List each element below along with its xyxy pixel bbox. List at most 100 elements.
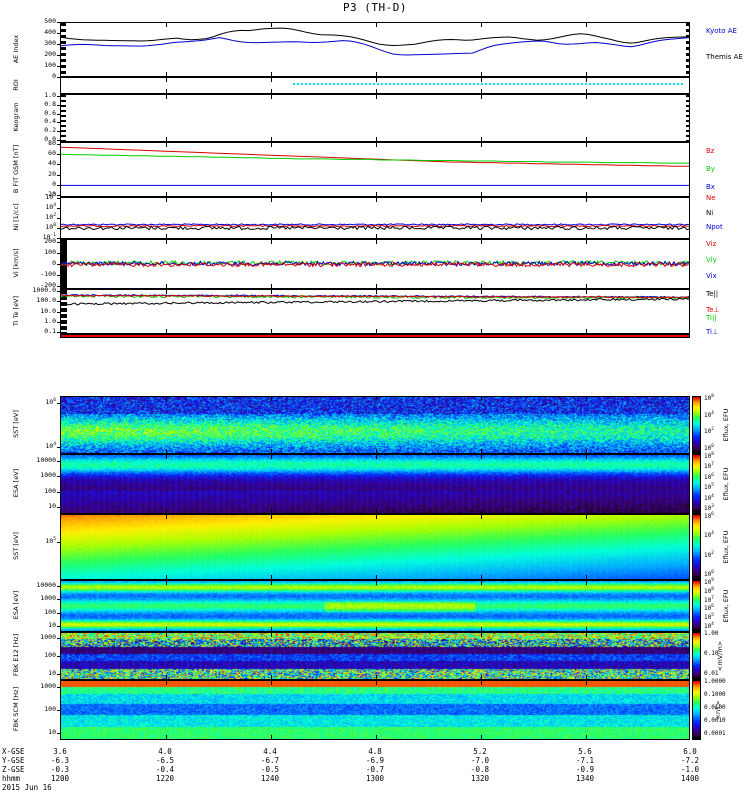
y-tick-mark bbox=[57, 66, 61, 67]
axis-tick bbox=[271, 735, 272, 739]
axis-tick bbox=[166, 89, 167, 93]
spectrogram-canvas bbox=[61, 681, 689, 739]
y-tick-label: 10000 bbox=[36, 456, 56, 465]
y-tick-label: 60 bbox=[48, 149, 56, 158]
panel-sst-ion-energy bbox=[60, 396, 690, 454]
y-tick-label: 0.0 bbox=[44, 135, 56, 143]
xaxis-tick-value: 1300 bbox=[365, 774, 385, 783]
y-tick-mark bbox=[57, 242, 61, 243]
axis-tick bbox=[586, 23, 587, 27]
colorbar-tick-label: 0.0100 bbox=[704, 704, 726, 711]
ylabel-keogram: Keogram bbox=[12, 102, 20, 132]
axis-tick bbox=[166, 78, 167, 82]
y-tick-label: 1000 bbox=[40, 682, 56, 691]
axis-tick bbox=[271, 581, 272, 585]
panel-fbk-e12 bbox=[60, 632, 690, 680]
axis-tick bbox=[376, 329, 377, 333]
axis-tick bbox=[586, 449, 587, 453]
y-tick-mark bbox=[57, 164, 61, 166]
axis-tick bbox=[271, 633, 272, 637]
axis-tick bbox=[271, 509, 272, 513]
axis-tick bbox=[166, 198, 167, 202]
xaxis-date: 2015 Jun 16 bbox=[2, 783, 52, 792]
axis-tick bbox=[376, 449, 377, 453]
colorbar-tick-label: 107 bbox=[704, 462, 714, 471]
colorbar-esa-electron-energy bbox=[692, 580, 701, 632]
xaxis-tick-value: 1220 bbox=[155, 774, 175, 783]
y-tick-mark bbox=[57, 33, 61, 34]
y-tick-label: 100 bbox=[44, 248, 56, 256]
axis-tick bbox=[166, 575, 167, 579]
axis-tick bbox=[586, 735, 587, 739]
axis-tick bbox=[481, 735, 482, 739]
axis-tick bbox=[271, 515, 272, 519]
axis-tick bbox=[586, 581, 587, 585]
axis-tick bbox=[166, 455, 167, 459]
axis-tick bbox=[166, 284, 167, 288]
xaxis-tick-value: 5.6 bbox=[578, 747, 592, 756]
colorbar-tick-label: 106 bbox=[704, 472, 714, 481]
axis-tick bbox=[271, 198, 272, 202]
ni-lines bbox=[61, 223, 689, 231]
colorbar-tick-label: 0.10 bbox=[704, 650, 719, 657]
colorbar-sst-ion-energy bbox=[692, 396, 701, 454]
axis-tick bbox=[166, 143, 167, 147]
spectrogram-image bbox=[61, 633, 689, 679]
xaxis-tick-value: -6.3 bbox=[50, 756, 70, 765]
y-tick-mark bbox=[57, 332, 61, 333]
axis-tick bbox=[376, 455, 377, 459]
y-tick-mark bbox=[57, 599, 61, 601]
axis-tick bbox=[271, 627, 272, 631]
legend-label-bx: Bx bbox=[706, 183, 715, 191]
y-tick-label: -200 bbox=[40, 281, 56, 289]
axis-tick bbox=[481, 627, 482, 631]
axis-tick bbox=[271, 143, 272, 147]
legend-label-ti: Ti⊥ bbox=[706, 328, 719, 336]
y-tick-mark bbox=[57, 687, 61, 689]
spectrogram-image bbox=[61, 455, 689, 513]
axis-tick bbox=[166, 290, 167, 294]
y-tick-mark bbox=[57, 541, 61, 543]
colorbar-tick-label: 109 bbox=[704, 578, 714, 586]
axis-tick bbox=[586, 329, 587, 333]
y-tick-label: 105 bbox=[45, 193, 56, 202]
axis-tick bbox=[376, 192, 377, 196]
axis-tick bbox=[586, 240, 587, 244]
colorbar-tick-label: 105 bbox=[704, 483, 714, 492]
y-tick-label: 0.6 bbox=[44, 108, 56, 117]
y-tick-mark bbox=[57, 77, 61, 78]
y-tick-label: 0.8 bbox=[44, 99, 56, 108]
axis-tick bbox=[166, 515, 167, 519]
axis-tick bbox=[481, 575, 482, 579]
y-tick-mark bbox=[57, 461, 61, 463]
y-tick-label: 0.4 bbox=[44, 117, 56, 126]
y-tick-mark bbox=[57, 113, 61, 115]
axis-tick bbox=[166, 735, 167, 739]
y-tick-mark bbox=[57, 710, 61, 711]
axis-tick bbox=[376, 290, 377, 294]
axis-tick bbox=[586, 284, 587, 288]
legend-label-themisae: Themis AE bbox=[706, 53, 743, 61]
b-fit-lines bbox=[61, 146, 689, 186]
axis-tick bbox=[271, 89, 272, 93]
colorbar-fbk-scm bbox=[692, 680, 701, 740]
xaxis-tick-value: 1320 bbox=[470, 774, 490, 783]
colorbar-tick-label: 103 bbox=[704, 504, 714, 512]
panel-keogram bbox=[60, 94, 690, 142]
y-tick-label: 40 bbox=[48, 159, 56, 168]
xaxis-tick-value: -0.7 bbox=[365, 765, 385, 774]
panel-esa-ion-energy bbox=[60, 454, 690, 514]
colorbar-tick-label: 0.0001 bbox=[704, 730, 726, 737]
axis-tick-block bbox=[686, 23, 689, 76]
y-tick-mark bbox=[57, 732, 61, 734]
axis-tick bbox=[166, 329, 167, 333]
xaxis-tick-value: 1200 bbox=[50, 774, 70, 783]
ylabel-temperature: Ti Te [eV] bbox=[12, 295, 20, 326]
xaxis-tick-value: -7.2 bbox=[680, 756, 700, 765]
y-tick-label: 10-1 bbox=[42, 233, 56, 242]
y-tick-label: 10 bbox=[48, 669, 56, 678]
axis-tick bbox=[271, 575, 272, 579]
legend-label-bz: Bz bbox=[706, 147, 715, 155]
y-tick-mark bbox=[57, 104, 61, 106]
